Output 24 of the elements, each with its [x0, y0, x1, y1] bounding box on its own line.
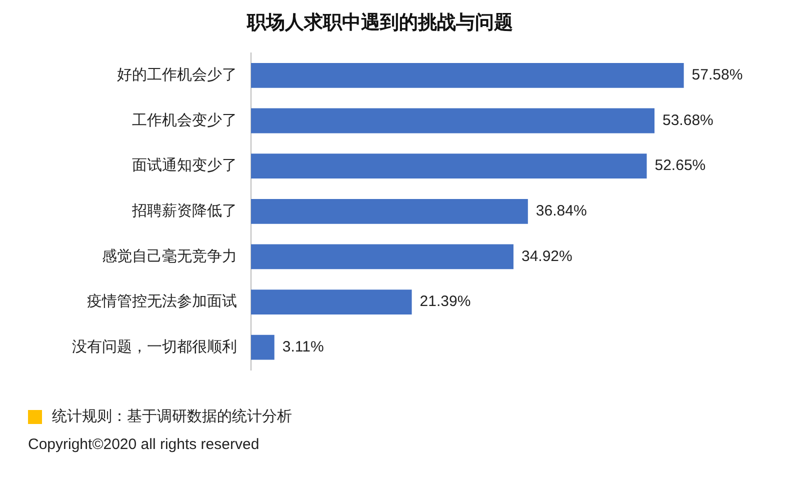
bar: [251, 198, 528, 224]
y-tick-label: 好的工作机会少了: [117, 66, 237, 84]
data-label: 34.92%: [521, 248, 572, 265]
y-tick-label: 疫情管控无法参加面试: [87, 293, 237, 310]
bar: [251, 108, 654, 134]
y-tick-label: 面试通知变少了: [132, 157, 237, 174]
data-label: 21.39%: [420, 293, 471, 310]
data-label: 53.68%: [662, 112, 714, 129]
data-label: 52.65%: [654, 157, 706, 174]
y-tick-label: 没有问题，一切都很顺利: [72, 338, 237, 356]
bar: [251, 334, 274, 360]
text: 统计规则：基于调研数据的统计分析: [52, 407, 292, 426]
bar: [251, 62, 684, 88]
y-tick-label: 感觉自己毫无竞争力: [102, 248, 237, 265]
data-label: 36.84%: [536, 202, 587, 220]
bar: [251, 290, 412, 314]
y-tick-label: 招聘薪资降低了: [131, 202, 237, 220]
text: Copyright©2020 all rights reserved: [28, 436, 260, 453]
bar: [251, 244, 514, 270]
data-label: 57.58%: [692, 66, 743, 84]
chart-title: 职场人求职中遇到的挑战与问题: [246, 12, 513, 34]
bar: [251, 154, 647, 179]
data-label: 3.11%: [282, 338, 324, 356]
y-tick-label: 工作机会变少了: [132, 112, 237, 129]
